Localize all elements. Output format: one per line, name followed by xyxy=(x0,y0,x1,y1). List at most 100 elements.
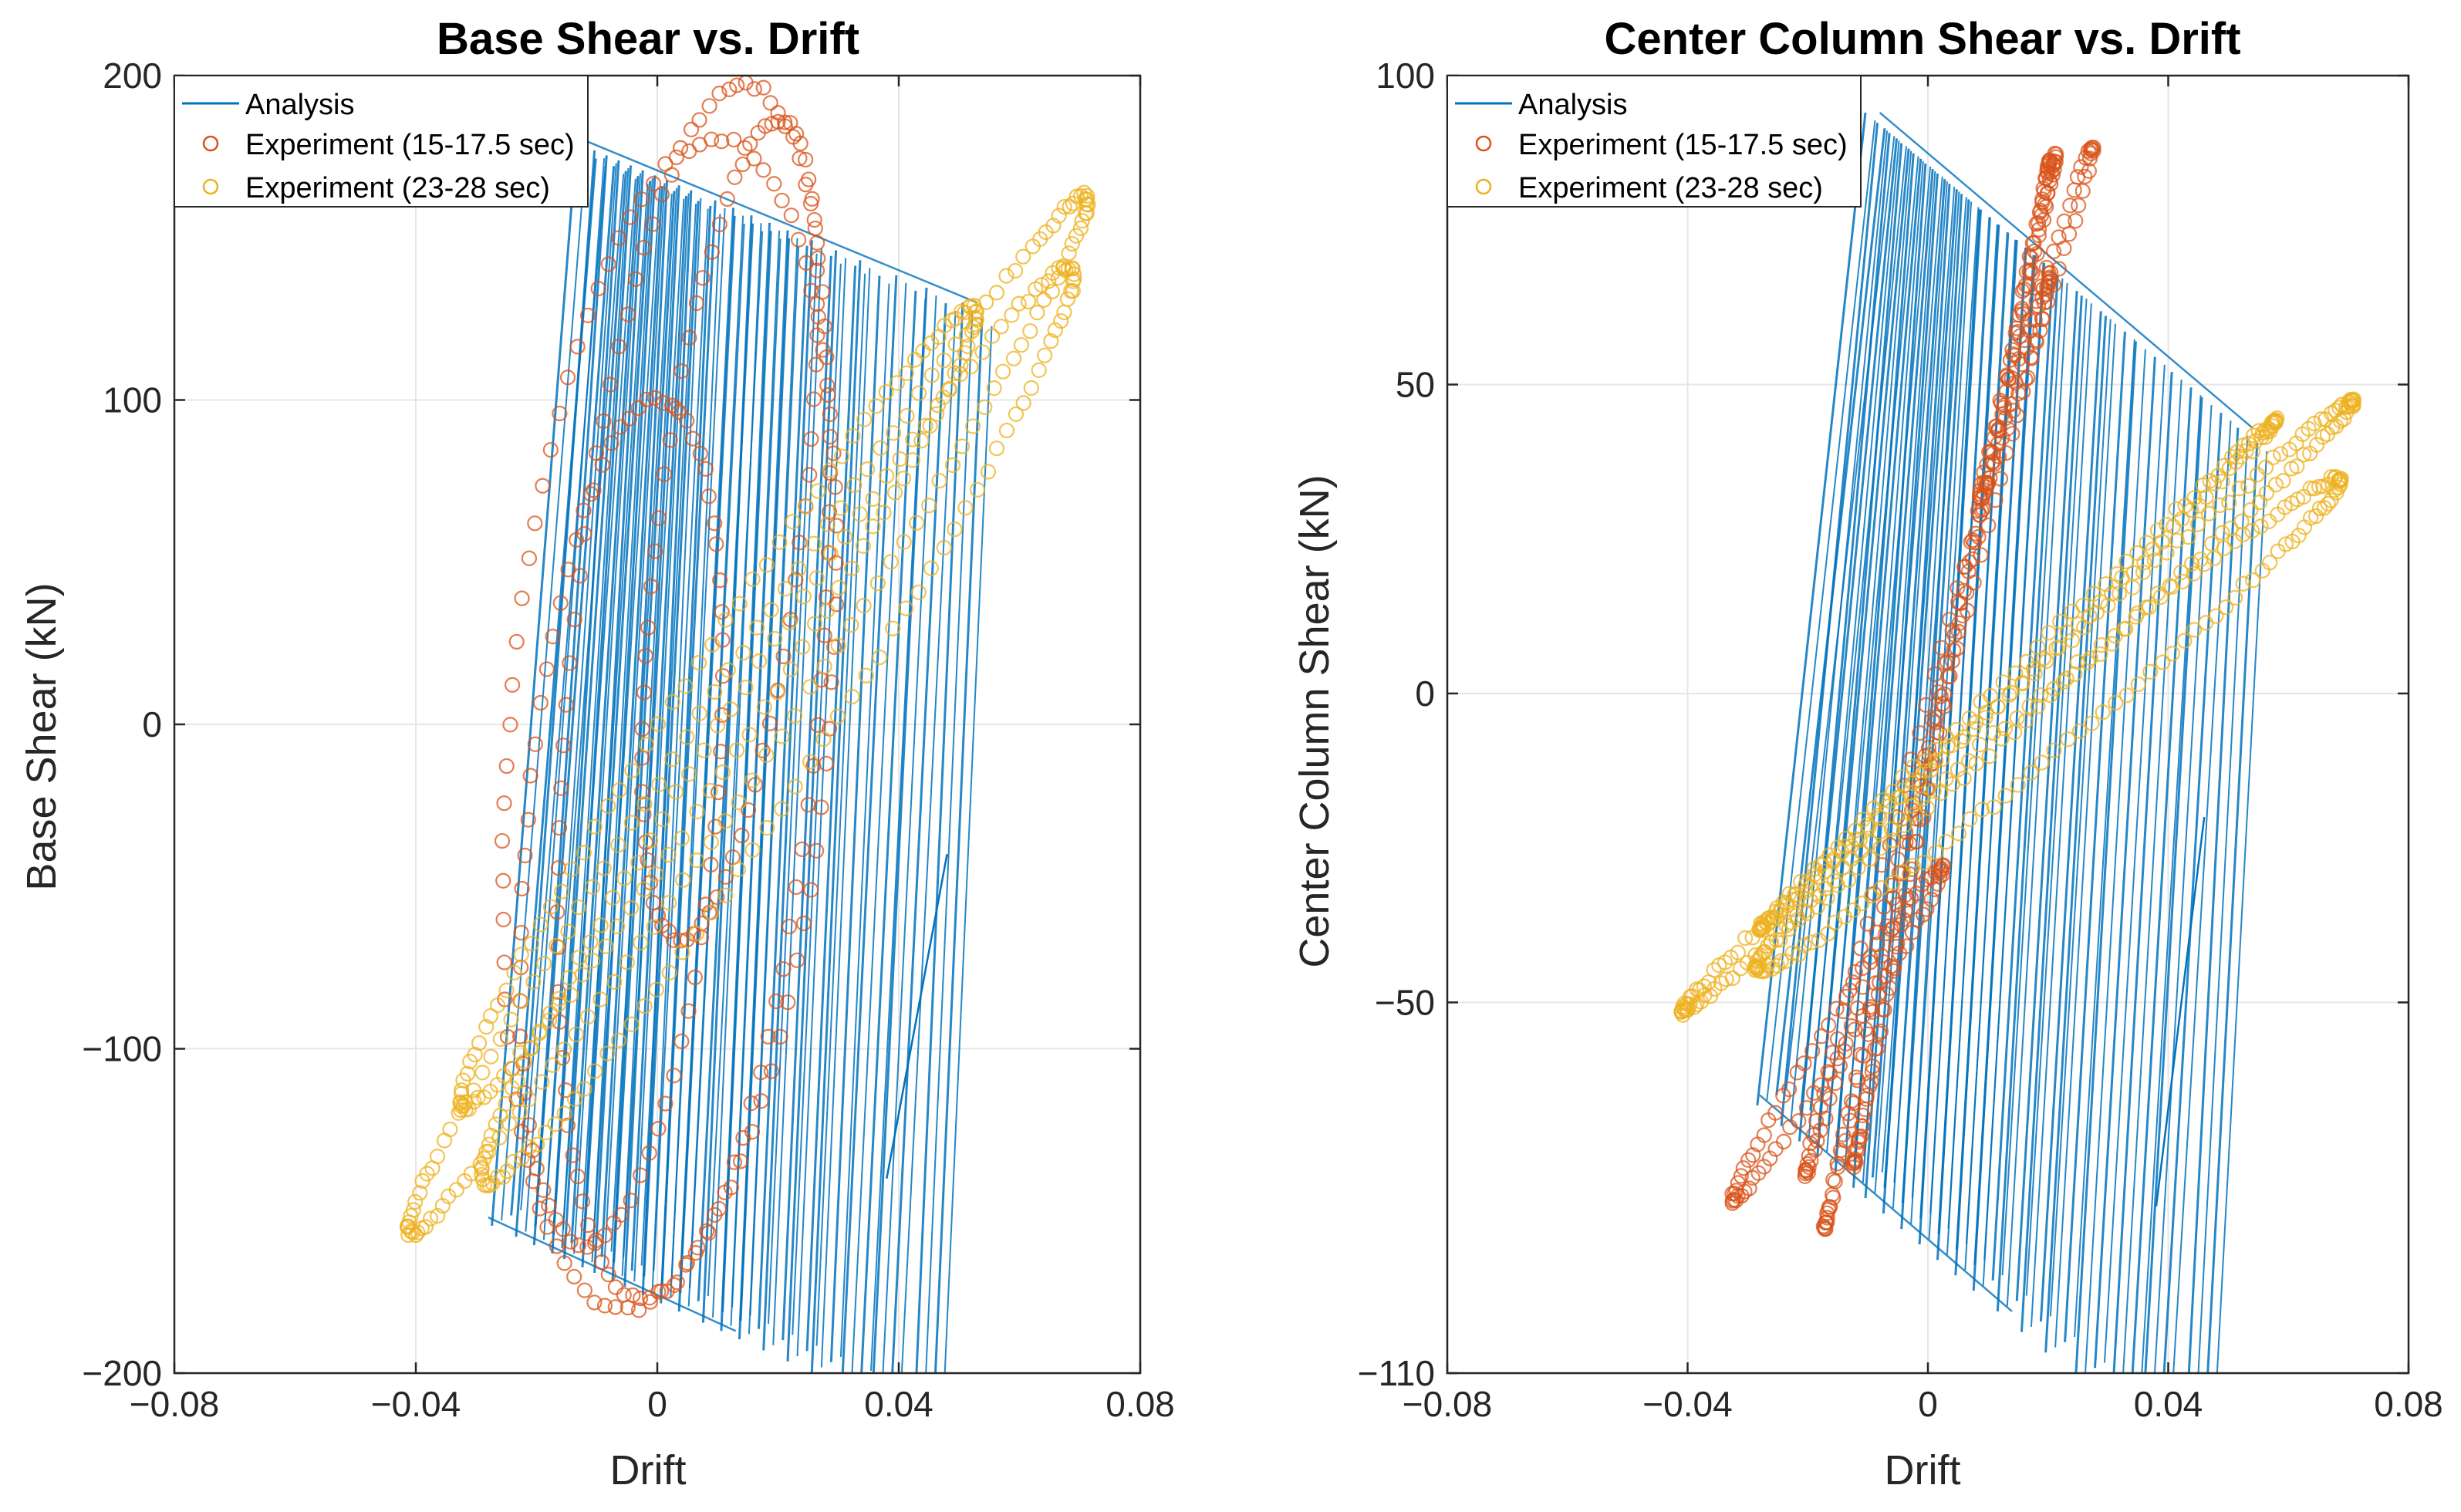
experiment-point xyxy=(1901,785,1918,802)
analysis-branch xyxy=(762,240,813,1351)
experiment-point xyxy=(1829,1051,1845,1067)
experiment-point xyxy=(1028,281,1044,297)
experiment-point xyxy=(1976,464,1992,481)
experiment-point xyxy=(1959,602,1976,619)
experiment-point xyxy=(741,727,758,743)
experiment-point xyxy=(2196,556,2213,572)
experiment-point xyxy=(772,1028,788,1045)
experiment-point xyxy=(885,620,901,636)
experiment-point xyxy=(532,694,549,711)
experiment-point xyxy=(550,939,566,955)
experiment-point xyxy=(809,570,825,586)
experiment-point xyxy=(679,729,695,745)
experiment-point xyxy=(405,1224,421,1240)
experiment-point xyxy=(1912,725,1928,741)
analysis-series xyxy=(488,139,993,1373)
experiment-point xyxy=(1802,879,1818,895)
experiment-point xyxy=(1820,1064,1836,1080)
experiment-point xyxy=(503,1011,519,1028)
experiment-point xyxy=(2027,243,2043,259)
experiment-point xyxy=(1882,837,1898,853)
experiment-point xyxy=(2235,575,2251,592)
experiment-point xyxy=(555,1221,571,1237)
experiment-point xyxy=(756,699,772,715)
experiment-point xyxy=(726,131,742,148)
analysis-branch xyxy=(2015,290,2078,1301)
analysis-branch xyxy=(2206,443,2259,1373)
experiment-point xyxy=(930,397,946,413)
experiment-point xyxy=(1862,999,1879,1015)
experiment-point xyxy=(1015,248,1031,265)
experiment-point xyxy=(767,630,783,647)
experiment-point xyxy=(478,1143,495,1160)
experiment-point xyxy=(762,95,778,111)
experiment-point xyxy=(1745,1147,1761,1163)
experiment-point xyxy=(2308,508,2324,525)
experiment-point xyxy=(805,535,822,552)
analysis-branch xyxy=(2122,380,2182,1373)
experiment-point xyxy=(1848,1069,1865,1085)
experiment-point xyxy=(2214,525,2230,541)
experiment-point xyxy=(412,1185,428,1201)
experiment-point xyxy=(687,1245,704,1261)
experiment-point xyxy=(1056,304,1072,321)
experiment-point xyxy=(2104,636,2120,652)
experiment-point xyxy=(843,616,859,633)
analysis-branch xyxy=(2020,295,2083,1332)
analysis-branch xyxy=(591,177,653,1263)
experiment-point xyxy=(681,143,697,160)
legend-exp1-marker xyxy=(1475,135,1492,152)
experiment-point xyxy=(977,399,993,415)
experiment-point xyxy=(1775,1088,1791,1104)
experiment-point xyxy=(534,1074,550,1090)
experiment-point xyxy=(1980,517,1997,534)
experiment-point xyxy=(1816,1085,1832,1102)
experiment-point xyxy=(878,383,894,400)
experiment-point xyxy=(2311,500,2328,517)
experiment-point xyxy=(936,352,952,369)
experiment-point xyxy=(2045,277,2062,293)
experiment-point xyxy=(1036,292,1052,308)
experiment-point xyxy=(655,395,671,411)
experiment-point xyxy=(2176,633,2193,649)
experiment-point xyxy=(1013,337,1030,353)
experiment-point xyxy=(737,140,753,156)
experiment-point xyxy=(648,981,665,997)
experiment-point xyxy=(872,649,888,666)
experiment-point xyxy=(448,1182,464,1198)
experiment-point xyxy=(2038,259,2054,276)
experiment-point xyxy=(954,438,971,454)
experiment-point xyxy=(710,717,726,734)
experiment-point xyxy=(495,872,511,889)
analysis-branch xyxy=(1790,130,1889,1121)
experiment-point xyxy=(681,329,697,346)
experiment-point xyxy=(508,633,525,650)
experiment-point xyxy=(2200,505,2217,521)
experiment-point xyxy=(677,678,694,694)
experiment-point xyxy=(998,268,1014,284)
analysis-branch xyxy=(623,198,685,1257)
experiment-point xyxy=(819,516,836,532)
experiment-point xyxy=(1894,769,1911,785)
experiment-point xyxy=(1926,666,1943,683)
experiment-point xyxy=(763,602,779,618)
analysis-branch xyxy=(1826,150,1912,1153)
experiment-23-28-series xyxy=(1673,391,2361,1023)
experiment-point xyxy=(2034,754,2050,771)
experiment-point xyxy=(734,156,751,173)
experiment-point xyxy=(586,1294,603,1311)
experiment-point xyxy=(474,1065,491,1081)
experiment-point xyxy=(2103,586,2120,602)
experiment-point xyxy=(545,629,561,645)
analysis-branch xyxy=(2131,387,2193,1373)
experiment-point xyxy=(560,562,576,578)
experiment-point xyxy=(621,410,637,427)
experiment-point xyxy=(909,515,925,531)
experiment-point xyxy=(2228,454,2244,471)
x-tick-label: −0.04 xyxy=(371,1384,461,1424)
legend-exp2-marker xyxy=(1475,178,1492,195)
experiment-point xyxy=(1972,507,1988,523)
experiment-point xyxy=(2107,628,2123,644)
experiment-point xyxy=(582,486,599,502)
analysis-branch xyxy=(2103,364,2166,1363)
